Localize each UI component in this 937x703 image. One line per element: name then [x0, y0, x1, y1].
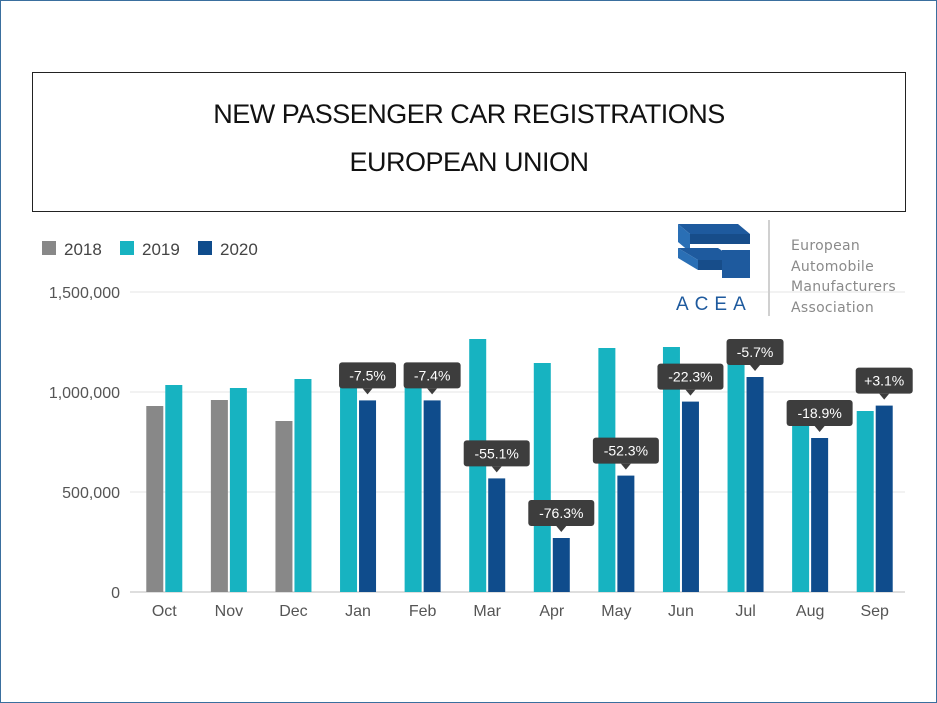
- callout-pointer: [362, 388, 373, 395]
- x-tick-label: Feb: [409, 603, 437, 620]
- acea-name-line: Association: [791, 299, 875, 316]
- legend-swatch: [42, 241, 56, 255]
- change-callout: [855, 367, 913, 394]
- x-tick-label: May: [601, 603, 631, 620]
- chart-title-line-2: EUROPEAN UNION: [349, 147, 589, 177]
- change-label: -76.3%: [539, 505, 583, 521]
- change-callout: [339, 362, 397, 389]
- change-callout: [592, 437, 659, 464]
- callout-pointer: [685, 389, 696, 396]
- x-tick-label: Nov: [215, 603, 243, 620]
- bar-2019-oct: [165, 385, 183, 592]
- y-tick-label: 1,000,000: [49, 385, 120, 402]
- y-tick-label: 1,500,000: [49, 285, 120, 302]
- x-tick-label: Mar: [473, 603, 501, 620]
- bar-2019-jun: [662, 347, 680, 592]
- bar-2019-dec: [294, 379, 312, 592]
- change-callout: [463, 440, 530, 467]
- x-tick-label: Jul: [735, 603, 755, 620]
- change-callout: [528, 500, 595, 526]
- acea-cube-logo-icon: [678, 224, 750, 278]
- change-callout: [786, 400, 853, 426]
- callout-pointer: [879, 393, 890, 400]
- change-callout: [403, 362, 461, 389]
- legend-swatch: [198, 241, 212, 255]
- bar-2020-aug: [811, 438, 829, 592]
- x-tick-label: Sep: [860, 603, 889, 620]
- bar-2019-feb: [404, 385, 422, 592]
- acea-full-name: European Automobile Manufacturers Associ…: [791, 236, 896, 318]
- y-tick-label: 500,000: [62, 485, 120, 502]
- callout-pointer: [491, 466, 502, 473]
- callout-pointer: [750, 365, 761, 371]
- change-label: -55.1%: [475, 445, 519, 461]
- acea-name-line: Automobile: [791, 258, 874, 275]
- bar-2020-mar: [488, 478, 506, 592]
- bar-2019-aug: [792, 403, 810, 592]
- logo-separator: [768, 220, 770, 316]
- bar-2018-dec: [275, 421, 293, 592]
- change-label: -5.7%: [737, 344, 774, 360]
- bar-2020-jun: [681, 401, 699, 592]
- acea-name-line: European: [791, 238, 861, 254]
- bar-2019-jan: [340, 385, 358, 592]
- legend-swatch: [120, 241, 134, 255]
- bar-2020-sep: [875, 405, 893, 592]
- change-label: -7.5%: [349, 367, 386, 383]
- bar-2018-oct: [146, 406, 164, 592]
- change-label: -7.4%: [414, 367, 451, 383]
- bar-2018-nov: [210, 400, 228, 592]
- change-label: -22.3%: [668, 369, 712, 385]
- change-callout: [726, 339, 784, 365]
- bar-2019-may: [598, 348, 616, 592]
- x-tick-label: Aug: [796, 603, 824, 620]
- x-tick-label: Jun: [668, 603, 694, 620]
- chart-title-line-1: NEW PASSENGER CAR REGISTRATIONS: [213, 99, 725, 129]
- bar-2019-jul: [727, 364, 745, 592]
- change-label: -18.9%: [797, 405, 841, 421]
- bar-2019-nov: [229, 388, 247, 592]
- legend-label: 2019: [142, 240, 180, 259]
- x-tick-label: Oct: [152, 603, 177, 620]
- change-label: -52.3%: [604, 443, 648, 459]
- bar-2020-feb: [423, 400, 441, 592]
- acea-wordmark: ACEA: [676, 294, 752, 315]
- bar-2020-jan: [359, 400, 377, 592]
- legend-label: 2018: [64, 240, 102, 259]
- bar-2020-apr: [552, 538, 570, 592]
- bar-2019-sep: [856, 411, 874, 592]
- callout-pointer: [556, 526, 567, 532]
- acea-logo: ACEA European Automobile Manufacturers A…: [672, 220, 932, 320]
- y-tick-label: 0: [111, 585, 120, 602]
- title-box: NEW PASSENGER CAR REGISTRATIONS EUROPEAN…: [32, 72, 906, 212]
- bar-2020-jul: [746, 377, 764, 592]
- x-tick-label: Dec: [279, 603, 307, 620]
- legend-label: 2020: [220, 240, 258, 259]
- acea-name-line: Manufacturers: [791, 279, 896, 295]
- bar-2019-apr: [533, 363, 551, 592]
- callout-pointer: [427, 388, 438, 395]
- change-callout: [657, 363, 724, 390]
- callout-pointer: [620, 463, 631, 470]
- x-tick-label: Jan: [345, 603, 371, 620]
- callout-pointer: [814, 426, 825, 432]
- change-label: +3.1%: [864, 373, 904, 389]
- bar-2020-may: [617, 475, 635, 592]
- x-tick-label: Apr: [539, 603, 565, 620]
